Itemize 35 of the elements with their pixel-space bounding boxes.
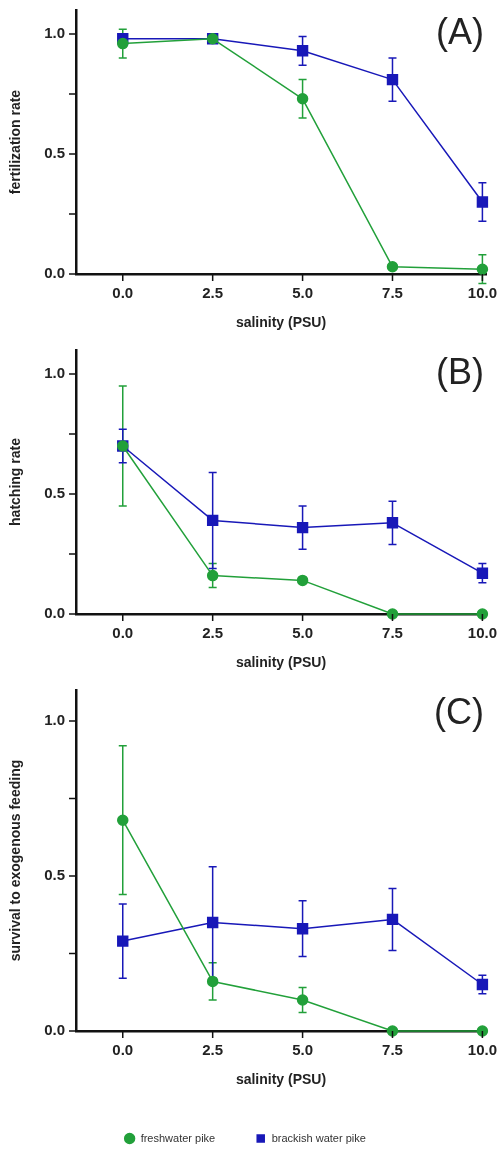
x-tick-label: 10.0: [467, 283, 498, 301]
x-axis-title: salinity (PSU): [235, 1071, 327, 1088]
y-tick-label: 0.0: [44, 604, 65, 622]
x-tick-label: 7.5: [382, 1040, 403, 1058]
x-axis-title: salinity (PSU): [235, 654, 327, 671]
x-tick-label: 10.0: [467, 623, 498, 641]
y-tick-label: 0.0: [44, 264, 65, 282]
y-tick-label: 0.0: [44, 1021, 65, 1039]
x-tick-label: 0.0: [112, 1040, 134, 1058]
y-tick-label: 0.5: [44, 144, 65, 162]
x-tick-label: 7.5: [382, 623, 403, 641]
x-tick-label: 7.5: [382, 283, 403, 301]
y-tick-label: 1.0: [44, 711, 65, 729]
annotation: (B): [436, 350, 484, 392]
y-tick-label: 1.0: [44, 364, 65, 382]
x-tick-label: 5.0: [292, 1040, 314, 1058]
legend-label: brackish water pike: [271, 1131, 366, 1144]
x-tick-label: 2.5: [202, 1040, 224, 1058]
x-tick-label: 5.0: [292, 623, 314, 641]
y-axis-title: survival to exogenous feeding: [7, 759, 24, 962]
x-axis-title: salinity (PSU): [235, 314, 327, 331]
x-tick-label: 5.0: [292, 283, 314, 301]
y-tick-label: 1.0: [44, 24, 65, 42]
x-tick-label: 10.0: [467, 1040, 498, 1058]
legend-label: freshwater pike: [140, 1131, 216, 1144]
y-axis-title: fertilization rate: [7, 89, 24, 195]
x-tick-label: 2.5: [202, 623, 224, 641]
x-tick-label: 0.0: [112, 283, 134, 301]
y-axis-title: hatching rate: [7, 437, 24, 526]
x-tick-label: 2.5: [202, 283, 224, 301]
annotation: (C): [434, 690, 484, 732]
x-tick-label: 0.0: [112, 623, 134, 641]
annotation: (A): [436, 10, 484, 52]
y-tick-label: 0.5: [44, 484, 65, 502]
y-tick-label: 0.5: [44, 866, 65, 884]
